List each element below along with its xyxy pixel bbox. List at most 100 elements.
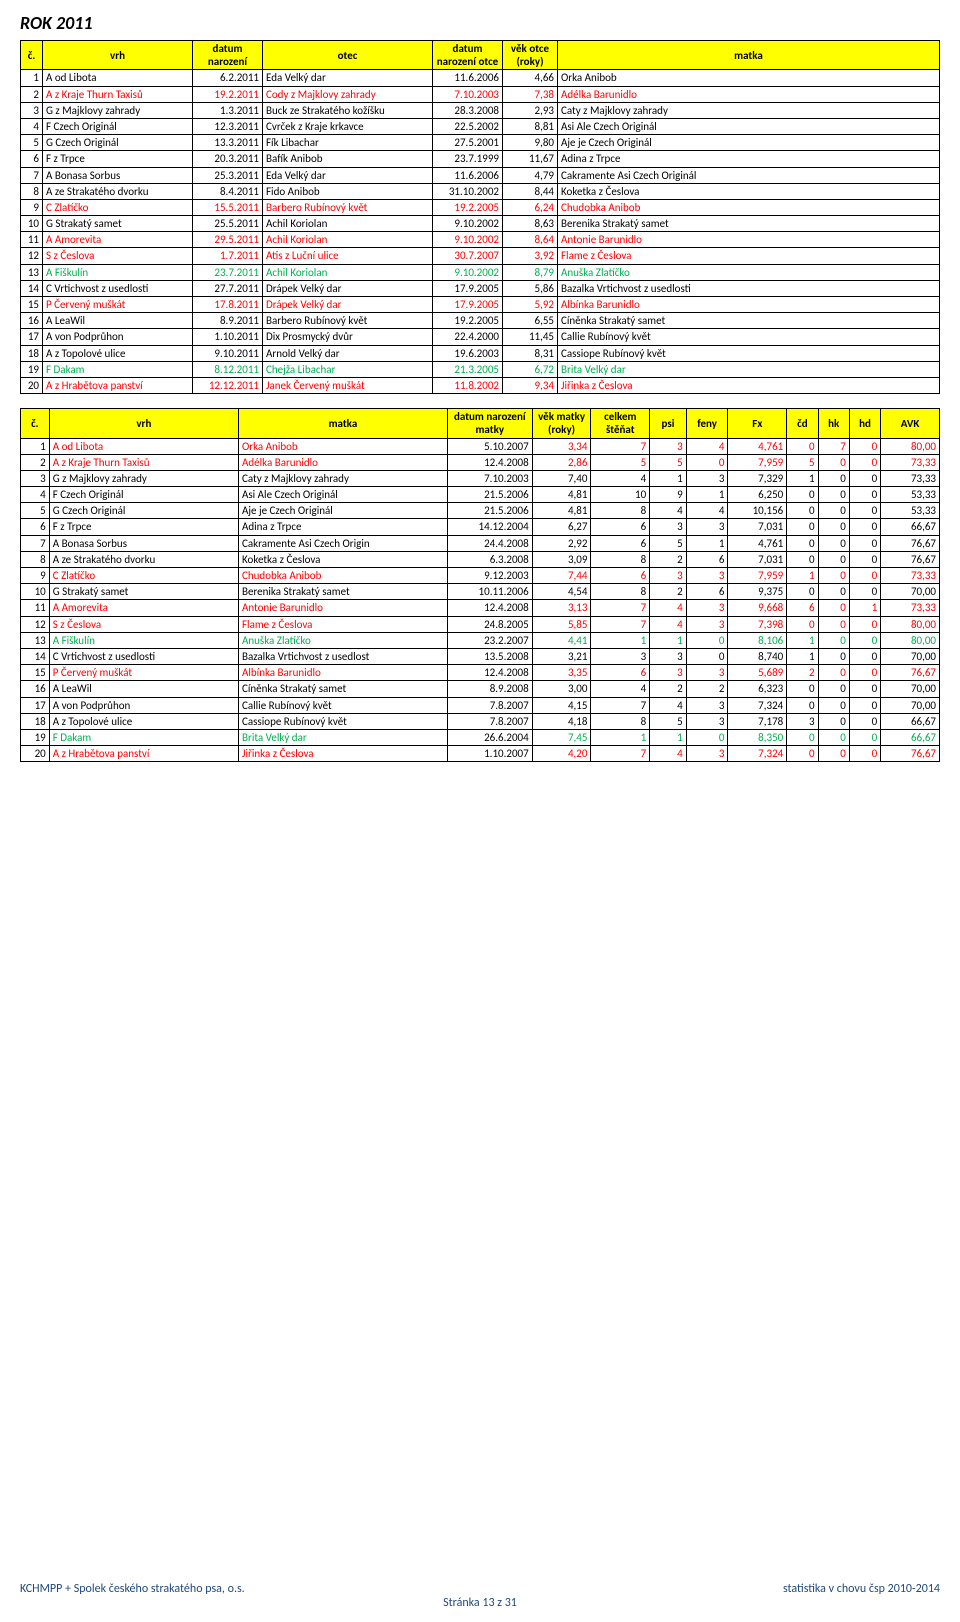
table-row: 20A z Hrabětova panství12.12.2011Janek Č…: [21, 377, 940, 393]
cell-otec: Cvrček z Kraje krkavce: [263, 118, 433, 134]
cell-dnm: 12.4.2008: [447, 665, 532, 681]
t1-h-dno: datum narození otce: [433, 41, 503, 70]
cell-n: 10: [21, 216, 43, 232]
cell-psi: 2: [650, 681, 687, 697]
cell-fx: 7,959: [728, 454, 787, 470]
cell-feny: 3: [686, 697, 728, 713]
cell-dnm: 12.4.2008: [447, 454, 532, 470]
cell-n: 13: [21, 632, 50, 648]
cell-dno: 22.5.2002: [433, 118, 503, 134]
cell-n: 15: [21, 297, 43, 313]
cell-psi: 1: [650, 729, 687, 745]
cell-n: 16: [21, 313, 43, 329]
t1-h-n: č.: [21, 41, 43, 70]
t2-h-hd: hd: [849, 409, 880, 438]
cell-dn: 15.5.2011: [193, 199, 263, 215]
cell-cd: 0: [787, 616, 818, 632]
table-row: 4F Czech Originál12.3.2011Cvrček z Kraje…: [21, 118, 940, 134]
t1-h-vek: věk otce (roky): [503, 41, 558, 70]
cell-cd: 1: [787, 470, 818, 486]
cell-matka: Callie Rubínový květ: [239, 697, 448, 713]
cell-n: 11: [21, 600, 50, 616]
table-2: č. vrh matka datum narození matky věk ma…: [20, 408, 940, 762]
t2-h-dnm: datum narození matky: [447, 409, 532, 438]
cell-n: 9: [21, 199, 43, 215]
cell-hk: 0: [818, 616, 849, 632]
cell-vek: 4,20: [532, 746, 591, 762]
t2-h-n: č.: [21, 409, 50, 438]
cell-n: 18: [21, 713, 50, 729]
cell-fx: 4,761: [728, 438, 787, 454]
cell-otec: Drápek Velký dar: [263, 280, 433, 296]
cell-hk: 0: [818, 584, 849, 600]
cell-dnm: 23.2.2007: [447, 632, 532, 648]
cell-matka: Antonie Barunidlo: [558, 232, 940, 248]
cell-cel: 6: [591, 665, 650, 681]
cell-dn: 6.2.2011: [193, 70, 263, 86]
cell-vrh: A Fiškulín: [43, 264, 193, 280]
cell-avk: 66,67: [881, 729, 940, 745]
cell-vek: 6,55: [503, 313, 558, 329]
cell-dnm: 24.4.2008: [447, 535, 532, 551]
cell-avk: 80,00: [881, 616, 940, 632]
cell-hd: 0: [849, 568, 880, 584]
cell-hd: 0: [849, 503, 880, 519]
cell-dnm: 5.10.2007: [447, 438, 532, 454]
cell-matka: Anuška Zlatíčko: [239, 632, 448, 648]
cell-vrh: A von Podprůhon: [49, 697, 238, 713]
cell-avk: 70,00: [881, 697, 940, 713]
cell-dn: 8.9.2011: [193, 313, 263, 329]
cell-psi: 4: [650, 746, 687, 762]
cell-feny: 3: [686, 746, 728, 762]
cell-vek: 7,44: [532, 568, 591, 584]
t2-h-fx: Fx: [728, 409, 787, 438]
cell-n: 11: [21, 232, 43, 248]
cell-dno: 17.9.2005: [433, 280, 503, 296]
cell-hd: 0: [849, 681, 880, 697]
cell-psi: 3: [650, 665, 687, 681]
cell-matka: Adina z Trpce: [239, 519, 448, 535]
cell-vek: 4,54: [532, 584, 591, 600]
cell-cel: 7: [591, 616, 650, 632]
table-row: 9C Zlatíčko15.5.2011Barbero Rubínový kvě…: [21, 199, 940, 215]
cell-n: 2: [21, 86, 43, 102]
table-row: 16A LeaWil8.9.2011Barbero Rubínový květ1…: [21, 313, 940, 329]
cell-vrh: A od Libota: [49, 438, 238, 454]
cell-dn: 20.3.2011: [193, 151, 263, 167]
cell-dn: 12.12.2011: [193, 377, 263, 393]
cell-hd: 0: [849, 697, 880, 713]
table-row: 14C Vrtichvost z usedlostiBazalka Vrtich…: [21, 648, 940, 664]
cell-dnm: 26.6.2004: [447, 729, 532, 745]
cell-vrh: C Vrtichvost z usedlosti: [43, 280, 193, 296]
cell-hk: 7: [818, 438, 849, 454]
t2-h-hk: hk: [818, 409, 849, 438]
cell-otec: Barbero Rubínový květ: [263, 199, 433, 215]
cell-hd: 0: [849, 665, 880, 681]
cell-vek: 3,21: [532, 648, 591, 664]
cell-hd: 0: [849, 535, 880, 551]
table-row: 8A ze Strakatého dvorkuKoketka z Česlova…: [21, 551, 940, 567]
table-row: 15P Červený muškátAlbínka Barunidlo12.4.…: [21, 665, 940, 681]
cell-fx: 5,689: [728, 665, 787, 681]
cell-vek: 7,45: [532, 729, 591, 745]
cell-dno: 28.3.2008: [433, 102, 503, 118]
cell-cel: 5: [591, 454, 650, 470]
cell-psi: 4: [650, 600, 687, 616]
cell-feny: 1: [686, 487, 728, 503]
cell-hk: 0: [818, 519, 849, 535]
cell-feny: 3: [686, 713, 728, 729]
cell-dn: 12.3.2011: [193, 118, 263, 134]
cell-psi: 4: [650, 503, 687, 519]
cell-vrh: A od Libota: [43, 70, 193, 86]
cell-dno: 21.3.2005: [433, 361, 503, 377]
cell-vrh: A LeaWil: [43, 313, 193, 329]
cell-matka: Orka Anibob: [239, 438, 448, 454]
cell-dnm: 12.4.2008: [447, 600, 532, 616]
cell-feny: 3: [686, 519, 728, 535]
cell-cel: 6: [591, 568, 650, 584]
cell-n: 17: [21, 697, 50, 713]
cell-matka: Chudobka Anibob: [239, 568, 448, 584]
table-row: 17A von PodprůhonCallie Rubínový květ7.8…: [21, 697, 940, 713]
cell-fx: 7,329: [728, 470, 787, 486]
cell-otec: Eda Velký dar: [263, 167, 433, 183]
